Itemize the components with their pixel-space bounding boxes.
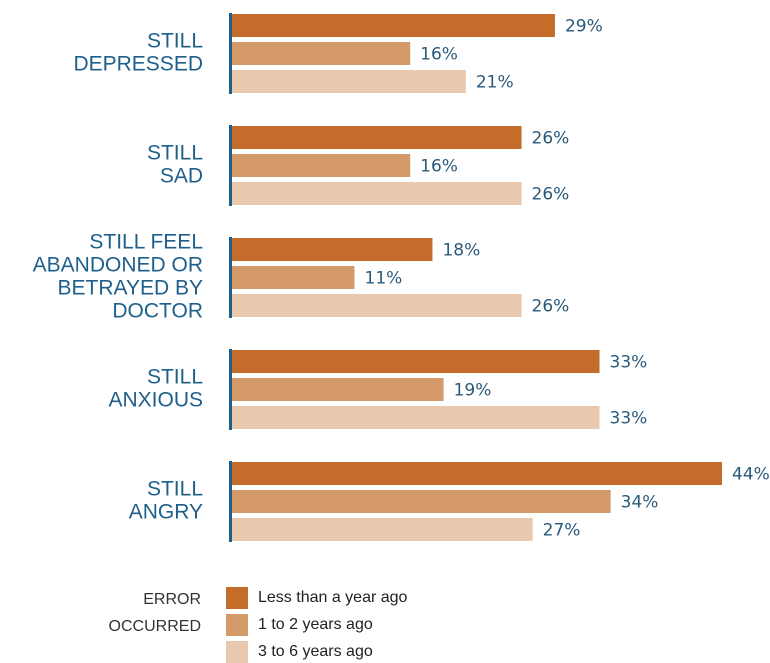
bar	[232, 154, 411, 177]
value-label: 16%	[420, 45, 458, 65]
category-label-line: SAD	[160, 165, 203, 188]
category-label-line: DOCTOR	[112, 300, 203, 323]
axis-segment	[229, 461, 232, 542]
axis-segment	[229, 13, 232, 94]
legend-item-1-to-2-years: 1 to 2 years ago	[226, 614, 373, 636]
legend-swatch	[226, 641, 248, 663]
value-label: 26%	[532, 185, 570, 205]
value-label: 26%	[532, 129, 570, 149]
legend: ERROR OCCURRED Less than a year ago 1 to…	[0, 580, 770, 663]
bar	[232, 266, 355, 289]
value-label: 11%	[365, 269, 403, 289]
bar	[232, 126, 522, 149]
value-label: 33%	[610, 353, 648, 373]
bar	[232, 378, 444, 401]
value-label: 29%	[565, 17, 603, 37]
legend-label: 3 to 6 years ago	[258, 643, 373, 660]
category-label: STILL ANGRY	[129, 478, 203, 524]
category-label-line: ANGRY	[129, 501, 203, 524]
value-label: 18%	[442, 241, 480, 261]
bar	[232, 70, 466, 93]
category-label-line: ANXIOUS	[108, 389, 203, 412]
value-label: 33%	[610, 409, 648, 429]
category-label: STILL DEPRESSED	[73, 30, 203, 76]
legend-item-3-to-6-years: 3 to 6 years ago	[226, 641, 373, 663]
value-label: 44%	[732, 465, 770, 485]
legend-swatch	[226, 614, 248, 636]
bar	[232, 518, 533, 541]
category-label-line: DEPRESSED	[73, 53, 203, 76]
value-label: 16%	[420, 157, 458, 177]
bar	[232, 406, 600, 429]
category-label: STILL ANXIOUS	[108, 366, 203, 412]
legend-title-line: ERROR	[143, 591, 201, 608]
bar	[232, 350, 600, 373]
legend-label: Less than a year ago	[258, 589, 408, 606]
category-label-line: STILL	[147, 30, 203, 53]
bar	[232, 238, 433, 261]
axis-segment	[229, 349, 232, 430]
bar	[232, 294, 522, 317]
category-label-line: STILL	[147, 478, 203, 501]
bar	[232, 490, 611, 513]
value-label: 26%	[532, 297, 570, 317]
bar	[232, 42, 411, 65]
value-label: 34%	[621, 493, 659, 513]
bar	[232, 182, 522, 205]
bar	[232, 14, 555, 37]
value-label: 27%	[543, 521, 581, 541]
bar	[232, 462, 722, 485]
category-label-line: BETRAYED BY	[58, 277, 203, 300]
category-label-line: ABANDONED OR	[33, 254, 203, 277]
legend-item-less-than-a-year: Less than a year ago	[226, 587, 407, 609]
value-label: 21%	[476, 73, 514, 93]
legend-swatch	[226, 587, 248, 609]
axis-segment	[229, 125, 232, 206]
category-label-line: STILL	[147, 366, 203, 389]
legend-title: ERROR OCCURRED	[41, 586, 201, 640]
category-label: STILL SAD	[147, 142, 203, 188]
category-label-line: STILL FEEL	[89, 231, 203, 254]
value-label: 19%	[454, 381, 492, 401]
legend-label: 1 to 2 years ago	[258, 616, 373, 633]
category-label-line: STILL	[147, 142, 203, 165]
legend-title-line: OCCURRED	[108, 618, 201, 635]
axis-segment	[229, 237, 232, 318]
category-label: STILL FEEL ABANDONED OR BETRAYED BY DOCTOR	[33, 231, 203, 323]
